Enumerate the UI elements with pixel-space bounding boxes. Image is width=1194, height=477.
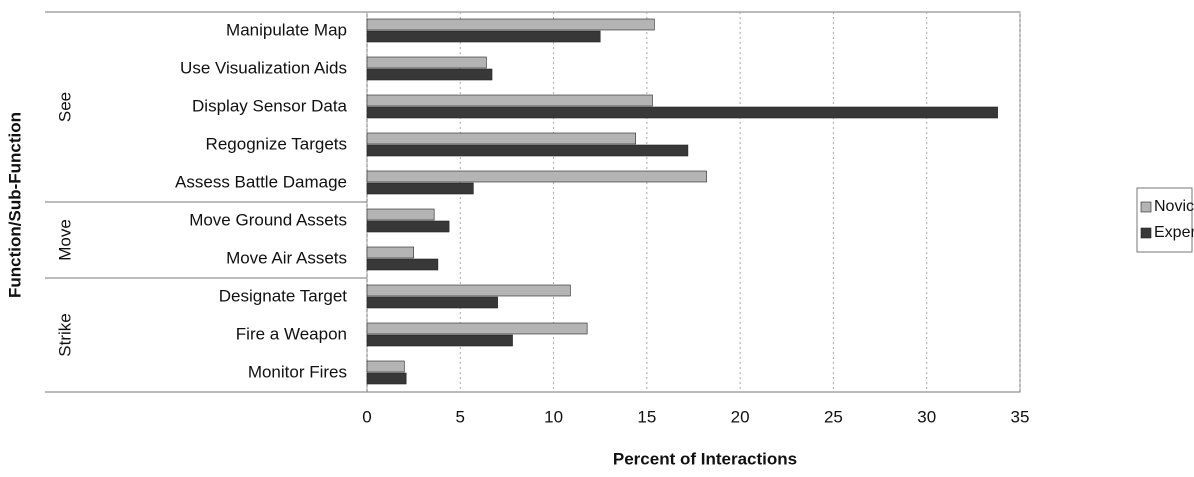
bar — [366, 322, 588, 335]
group-label: Move — [55, 219, 74, 261]
bar — [366, 334, 513, 347]
x-tick-label: 5 — [456, 407, 465, 426]
bar — [366, 208, 435, 221]
legend-label: Novice — [1154, 198, 1194, 215]
y-tick-label: Move Air Assets — [226, 248, 347, 267]
legend-swatch — [1140, 201, 1152, 213]
x-tick-label: 25 — [824, 407, 843, 426]
y-tick-label: Display Sensor Data — [192, 96, 348, 115]
y-tick-label: Monitor Fires — [248, 362, 347, 381]
y-axis-title: Function/Sub-Function — [5, 112, 24, 298]
y-tick-label: Designate Target — [219, 286, 347, 305]
y-tick-label: Assess Battle Damage — [175, 172, 347, 191]
bar — [366, 246, 414, 259]
bar — [366, 30, 601, 43]
y-tick-label: Regognize Targets — [206, 134, 347, 153]
group-label: See — [55, 92, 74, 122]
bar — [366, 296, 498, 309]
y-tick-label: Manipulate Map — [226, 20, 347, 39]
y-tick-label: Fire a Weapon — [236, 324, 347, 343]
y-tick-label: Use Visualization Aids — [180, 58, 347, 77]
x-tick-label: 15 — [637, 407, 656, 426]
bar — [366, 68, 493, 81]
bar — [366, 94, 653, 107]
bar — [366, 360, 405, 373]
x-tick-label: 10 — [544, 407, 563, 426]
legend-label: Expert — [1154, 224, 1194, 241]
bar — [366, 132, 636, 145]
bar — [366, 182, 474, 195]
bar — [366, 284, 571, 297]
x-axis-title: Percent of Interactions — [613, 449, 797, 468]
bar — [366, 372, 407, 385]
bar — [366, 18, 655, 31]
group-label: Strike — [55, 313, 74, 356]
x-tick-label: 20 — [731, 407, 750, 426]
x-tick-label: 30 — [917, 407, 936, 426]
bar — [366, 170, 707, 183]
legend-swatch — [1140, 227, 1152, 239]
x-tick-label: 35 — [1011, 407, 1030, 426]
bar — [366, 144, 689, 157]
y-tick-label: Move Ground Assets — [189, 210, 347, 229]
bar — [366, 56, 487, 69]
bar — [366, 258, 439, 271]
bar — [366, 220, 450, 233]
legend-box — [1136, 187, 1193, 253]
x-tick-label: 0 — [362, 407, 371, 426]
bar — [366, 106, 998, 119]
